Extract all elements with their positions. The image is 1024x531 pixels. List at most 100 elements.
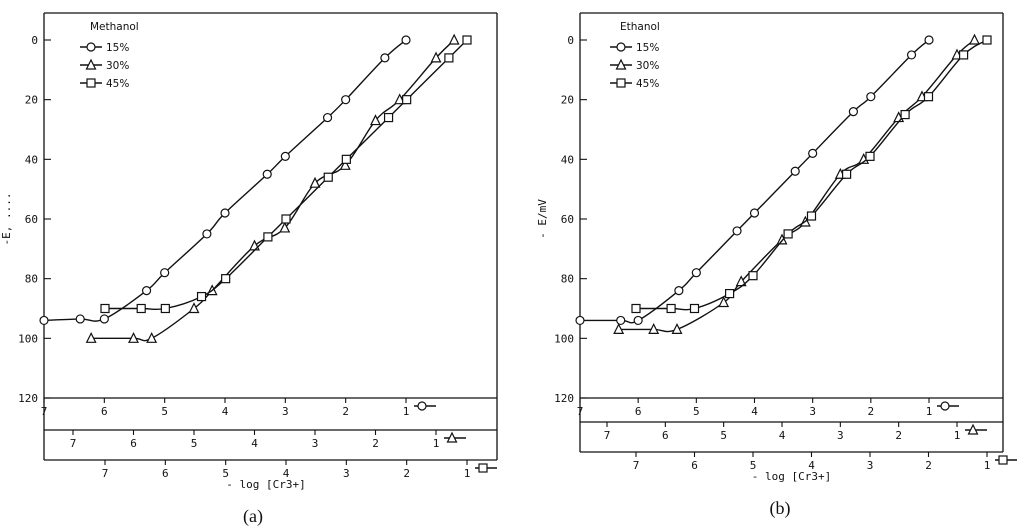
- chart-panel-b: 0 20 40 60 80 100 120 - E/mV 7 6 5 4 3 2 1 7 6 5 4 3 2 1 7 6 5 4 3…: [536, 12, 1017, 519]
- y-tick-label: 40: [561, 153, 574, 166]
- legend-marker: [616, 42, 626, 52]
- legend-marker: [616, 78, 626, 88]
- x-tick-label: 2: [342, 405, 349, 418]
- y-tick-label: 100: [554, 332, 574, 345]
- series-line-30pct: [91, 39, 455, 342]
- data-point: [691, 268, 701, 278]
- data-point: [220, 208, 230, 218]
- data-point: [221, 274, 231, 284]
- y-tick-label: 20: [25, 94, 38, 107]
- data-point: [249, 239, 260, 251]
- data-point: [281, 214, 291, 224]
- x-tick-label: 2: [895, 429, 902, 442]
- data-point: [806, 211, 817, 221]
- data-point: [924, 35, 934, 45]
- data-point: [188, 302, 200, 314]
- legend-label: 30%: [636, 60, 659, 72]
- data-point: [39, 315, 49, 326]
- data-point: [341, 95, 351, 105]
- x-tick-label: 3: [312, 437, 319, 450]
- data-point: [724, 288, 735, 299]
- data-point: [866, 92, 876, 102]
- data-point: [430, 51, 442, 63]
- legend-marker: [615, 58, 627, 70]
- data-point: [906, 50, 917, 60]
- data-point: [262, 169, 272, 179]
- data-point: [674, 286, 684, 296]
- data-point: [735, 275, 747, 287]
- x-axis-key-marker: [446, 431, 458, 443]
- data-point: [160, 303, 170, 314]
- x-tick-label: 4: [808, 459, 815, 472]
- x-tick-label: 2: [925, 459, 932, 472]
- x-axis-key-marker: [998, 455, 1008, 465]
- x-tick-label: 5: [750, 459, 757, 472]
- legend-label: 15%: [636, 42, 659, 54]
- x-tick-label: 4: [251, 437, 258, 450]
- data-point: [958, 50, 969, 60]
- x-tick-label: 1: [954, 429, 961, 442]
- series-line-45pct: [105, 39, 468, 311]
- data-point: [633, 315, 643, 326]
- y-tick-label: 120: [554, 392, 574, 405]
- data-point: [808, 148, 818, 158]
- x-tick-label: 7: [102, 467, 109, 480]
- y-tick-label: 100: [18, 332, 38, 345]
- y-tick-label: 80: [25, 273, 38, 286]
- data-point: [748, 271, 758, 281]
- data-point: [718, 296, 730, 308]
- x-axis-key-marker: [478, 463, 488, 473]
- x-tick-label: 7: [633, 459, 640, 472]
- data-point: [341, 154, 351, 164]
- panel-caption: (b): [770, 498, 791, 519]
- data-point: [732, 226, 742, 236]
- data-point: [380, 53, 390, 63]
- x-tick-label: 1: [403, 405, 410, 418]
- data-point: [613, 323, 625, 334]
- x-tick-label: 6: [130, 437, 137, 450]
- panel-caption: (a): [243, 506, 263, 527]
- x-tick-label: 6: [101, 405, 108, 418]
- x-tick-label: 4: [283, 467, 290, 480]
- data-point: [969, 33, 980, 45]
- data-point: [841, 169, 852, 179]
- y-axis-label: -E, ....: [0, 193, 13, 246]
- y-tick-label: 120: [18, 392, 38, 405]
- x-tick-label: 5: [720, 429, 727, 442]
- data-point: [141, 286, 152, 296]
- data-point: [323, 172, 333, 182]
- x-tick-label: 3: [343, 467, 350, 480]
- y-tick-label: 60: [25, 213, 38, 226]
- x-axis-label: - log [Cr3+]: [226, 478, 305, 491]
- x-tick-label: 3: [837, 429, 844, 442]
- data-point: [923, 92, 934, 102]
- data-point: [279, 221, 291, 233]
- x-tick-label: 7: [577, 405, 584, 418]
- legend-title: Ethanol: [620, 21, 660, 33]
- legend-marker: [86, 78, 96, 88]
- data-point: [616, 315, 626, 326]
- data-point: [865, 151, 875, 161]
- x-tick-label: 4: [222, 405, 229, 418]
- legend-title: Methanol: [90, 21, 139, 33]
- data-point: [339, 158, 351, 170]
- data-point: [280, 151, 290, 161]
- data-point: [202, 229, 212, 239]
- data-point: [322, 112, 333, 123]
- legend-label: 45%: [106, 78, 129, 90]
- legend-marker: [86, 42, 96, 52]
- x-tick-label: 6: [162, 467, 169, 480]
- data-point: [671, 323, 683, 334]
- legend-label: 15%: [106, 42, 129, 54]
- x-tick-label: 1: [926, 405, 933, 418]
- data-point: [900, 109, 910, 120]
- x-tick-label: 7: [604, 429, 611, 442]
- y-tick-label: 60: [561, 213, 574, 226]
- x-axis-label: - log [Cr3+]: [752, 470, 831, 483]
- data-point: [666, 303, 676, 314]
- data-point: [631, 303, 641, 314]
- x-tick-label: 3: [282, 405, 289, 418]
- x-axis-key-marker: [417, 401, 427, 411]
- data-point: [128, 331, 139, 343]
